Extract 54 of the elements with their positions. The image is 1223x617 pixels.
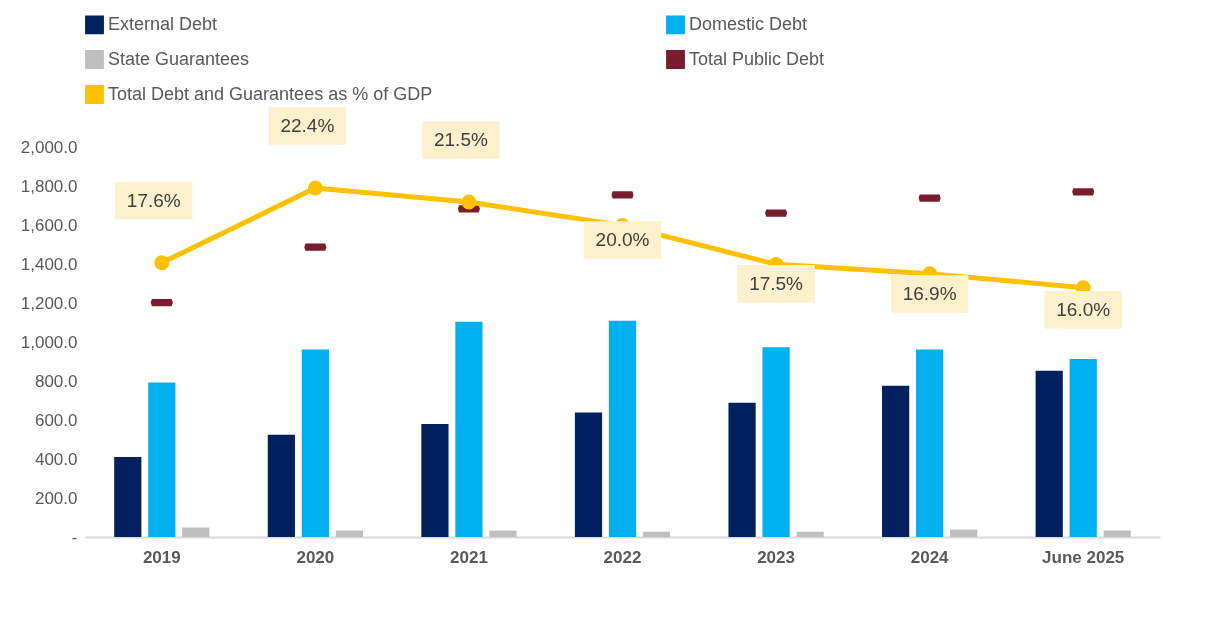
- bar: [916, 349, 944, 537]
- bar: [489, 530, 517, 537]
- data-label: 17.5%: [749, 272, 804, 294]
- y-tick-label: 200.0: [34, 488, 78, 508]
- point: [154, 255, 170, 271]
- bar: [1069, 358, 1097, 537]
- y-tick-label: 1,600.0: [20, 215, 78, 235]
- data-label: 16.9%: [902, 283, 957, 305]
- bar: [762, 347, 790, 537]
- legend-label: Total Debt and Guarantees as % of GDP: [108, 83, 433, 104]
- bar: [335, 530, 363, 537]
- bar: [728, 402, 756, 537]
- bar: [267, 434, 295, 537]
- bar: [421, 424, 449, 537]
- bar: [114, 457, 142, 537]
- legend-label: External Debt: [108, 13, 218, 34]
- data-label: 22.4%: [280, 115, 335, 136]
- data-label: 21.5%: [433, 129, 488, 151]
- x-tick-label: 2019: [142, 547, 181, 567]
- y-tick-label: 1,000.0: [20, 332, 78, 352]
- x-tick-label: 2023: [757, 547, 795, 567]
- bar: [455, 321, 483, 537]
- legend-label: State Guarantees: [108, 48, 250, 69]
- x-tick-label: June 2025: [1042, 547, 1125, 567]
- y-tick-label: 1,400.0: [20, 254, 78, 274]
- y-tick-label: 600.0: [34, 410, 78, 430]
- y-tick-label: -: [71, 527, 78, 547]
- bar: [182, 527, 210, 537]
- bar: [608, 320, 637, 537]
- y-tick-label: 800.0: [34, 371, 78, 391]
- x-tick-label: 2022: [603, 547, 642, 567]
- bar: [882, 385, 910, 537]
- x-tick-label: 2020: [296, 547, 335, 567]
- y-tick-label: 1,200.0: [20, 293, 78, 313]
- y-tick-label: 1,800.0: [20, 176, 78, 196]
- y-tick-label: 400.0: [34, 449, 78, 469]
- x-tick-label: 2024: [910, 547, 950, 567]
- bar: [574, 412, 603, 537]
- legend-label: Total Public Debt: [689, 48, 825, 69]
- y-tick-label: 2,000.0: [20, 137, 78, 157]
- point: [307, 180, 323, 196]
- x-tick-label: 2021: [450, 547, 488, 567]
- bar: [642, 531, 671, 537]
- bar: [950, 529, 978, 537]
- bar: [1035, 370, 1063, 537]
- data-label: 16.0%: [1056, 298, 1111, 320]
- data-label: 17.6%: [126, 189, 181, 211]
- bar: [148, 382, 176, 537]
- point: [461, 194, 477, 210]
- bar: [1103, 530, 1131, 537]
- legend-label: Domestic Debt: [689, 13, 808, 34]
- data-label: 20.0%: [595, 229, 650, 250]
- bar: [301, 349, 329, 537]
- bar: [796, 531, 824, 537]
